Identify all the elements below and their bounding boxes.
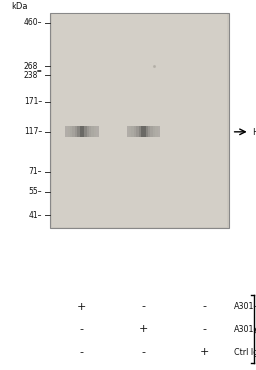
Bar — [82, 126, 99, 137]
Text: A301-628A: A301-628A — [234, 302, 256, 311]
Text: -: - — [80, 324, 84, 334]
Bar — [87, 126, 99, 137]
Text: -: - — [80, 347, 84, 357]
Bar — [146, 126, 160, 137]
Bar — [143, 126, 160, 137]
Text: +: + — [139, 324, 148, 334]
Bar — [91, 126, 99, 137]
Bar — [65, 126, 99, 137]
Bar — [52, 14, 227, 226]
Bar — [158, 126, 160, 137]
Text: -: - — [141, 302, 145, 312]
Bar — [65, 126, 77, 137]
Bar — [65, 126, 75, 137]
Text: -: - — [203, 302, 207, 312]
Bar — [65, 126, 68, 137]
Bar — [65, 126, 70, 137]
Bar — [89, 126, 99, 137]
Text: 55–: 55– — [29, 188, 42, 196]
Bar — [153, 126, 160, 137]
Text: HPIP/PBXIP: HPIP/PBXIP — [252, 127, 256, 136]
Bar — [148, 126, 160, 137]
Bar — [50, 13, 229, 228]
Text: 460–: 460– — [24, 18, 42, 27]
Text: -: - — [203, 324, 207, 334]
Bar — [127, 126, 136, 137]
Text: 71–: 71– — [29, 167, 42, 176]
Bar — [151, 126, 160, 137]
Bar — [65, 126, 72, 137]
Text: Ctrl IgG: Ctrl IgG — [234, 347, 256, 357]
Text: 268_: 268_ — [24, 61, 42, 70]
Text: IP: IP — [255, 325, 256, 333]
Bar — [65, 126, 82, 137]
Bar — [127, 126, 160, 137]
Text: +: + — [77, 302, 87, 312]
Bar — [127, 126, 134, 137]
Bar — [127, 126, 129, 137]
Bar — [127, 126, 132, 137]
Bar — [65, 126, 80, 137]
Bar — [127, 126, 143, 137]
Text: kDa: kDa — [11, 2, 27, 11]
Text: A301-629A: A301-629A — [234, 325, 256, 334]
Bar — [96, 126, 99, 137]
Text: +: + — [200, 347, 209, 357]
Text: 238‾: 238‾ — [24, 71, 42, 80]
Bar — [127, 126, 138, 137]
Bar — [84, 126, 99, 137]
Text: 117–: 117– — [24, 127, 42, 136]
Text: 41–: 41– — [29, 211, 42, 220]
Bar — [155, 126, 160, 137]
Text: -: - — [141, 347, 145, 357]
Text: 171–: 171– — [24, 97, 42, 106]
Bar — [127, 126, 141, 137]
Bar — [94, 126, 99, 137]
